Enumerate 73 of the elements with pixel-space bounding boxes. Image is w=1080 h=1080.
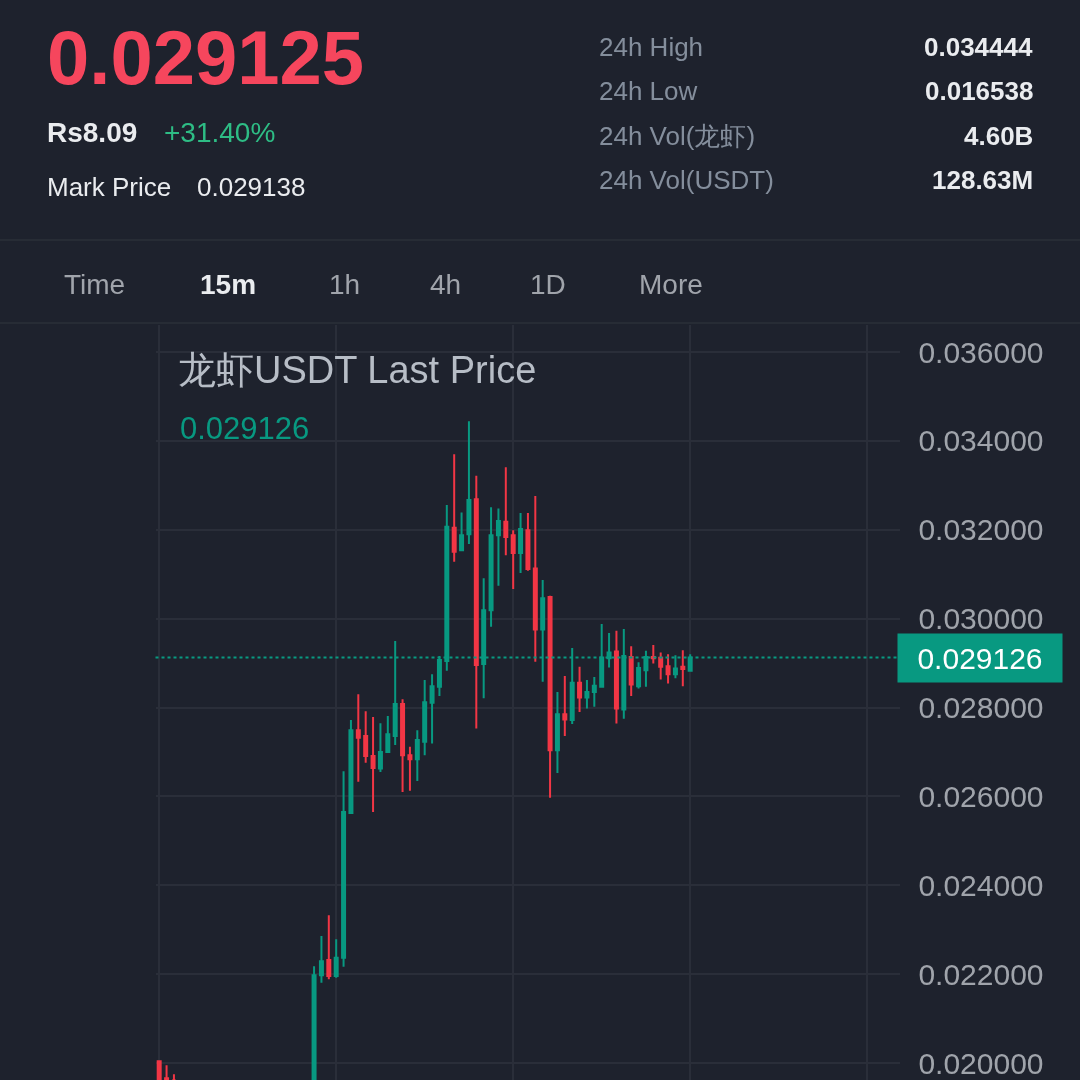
candlestick <box>591 675 597 708</box>
candlestick <box>636 661 642 690</box>
text: 128.63M <box>932 165 1034 195</box>
y-tick-label: 0.030000 <box>918 602 1044 636</box>
text: 0.029126 <box>180 411 310 446</box>
text: Rs8.09 <box>47 117 138 148</box>
candlestick <box>562 675 568 738</box>
candlestick <box>370 715 376 814</box>
candlestick <box>348 719 354 814</box>
candlestick <box>414 729 420 782</box>
candlestick <box>451 453 457 563</box>
y-tick-label: 0.022000 <box>918 957 1044 991</box>
candlestick <box>333 938 339 979</box>
text: 0.029125 <box>47 15 364 100</box>
candlestick <box>341 770 347 968</box>
candlestick <box>377 722 383 774</box>
candlestick <box>680 649 686 688</box>
candlestick <box>658 651 664 681</box>
text: 4.60B <box>964 121 1034 151</box>
candlestick <box>495 507 501 587</box>
candlestick <box>429 673 435 745</box>
text: Time <box>64 269 126 300</box>
candlestick <box>407 745 413 792</box>
candlestick <box>422 679 428 757</box>
candlestick <box>650 643 656 665</box>
y-tick-label: 0.034000 <box>918 424 1044 458</box>
text: 15m <box>200 269 257 300</box>
candlestick <box>400 698 406 794</box>
candlestick <box>466 420 472 546</box>
y-tick-label: 0.024000 <box>918 868 1044 902</box>
candlestick <box>355 693 361 783</box>
candlestick <box>532 495 538 663</box>
text: More <box>639 269 703 300</box>
y-tick-label: 0.028000 <box>918 691 1044 725</box>
text: 0.034444 <box>924 32 1033 62</box>
y-tick-label: 0.020000 <box>918 1046 1044 1080</box>
candlestick <box>613 629 619 725</box>
candlestick <box>156 1060 162 1080</box>
candlestick <box>584 679 590 710</box>
candlestick <box>363 710 369 764</box>
text: 0.029138 <box>197 172 306 202</box>
text: +31.40% <box>164 117 276 148</box>
text: 4h <box>430 269 462 300</box>
candlestick <box>525 511 531 572</box>
candlestick <box>164 1064 170 1080</box>
text: 1h <box>329 269 361 300</box>
candlestick <box>547 594 553 799</box>
text: 龙虾USDT Last Price <box>178 349 537 392</box>
candlestick <box>577 665 583 714</box>
candlestick <box>459 511 465 552</box>
candlestick <box>554 691 560 774</box>
candlestick <box>326 914 332 981</box>
y-tick-label: 0.026000 <box>918 779 1044 813</box>
text: 1D <box>530 269 566 300</box>
candlestick <box>473 474 479 730</box>
candlestick <box>510 529 516 590</box>
candlestick <box>311 965 317 1080</box>
text: 24h Vol(龙虾) <box>599 121 756 151</box>
text: 24h Vol(USDT) <box>599 165 774 195</box>
text: 0.016538 <box>925 76 1034 106</box>
y-tick-label: 0.032000 <box>918 513 1044 547</box>
text: 24h High <box>599 32 704 62</box>
candlestick <box>488 506 494 628</box>
candlestick <box>665 653 671 685</box>
candlestick <box>503 466 509 557</box>
text: Mark Price <box>47 172 172 202</box>
text: 24h Low <box>599 76 698 106</box>
candlestick <box>385 715 391 754</box>
candlestick <box>628 645 634 698</box>
candlestick <box>518 511 524 574</box>
ref-line-label: 0.029126 <box>917 641 1043 675</box>
candlestick <box>318 935 324 984</box>
y-tick-label: 0.036000 <box>918 335 1044 369</box>
